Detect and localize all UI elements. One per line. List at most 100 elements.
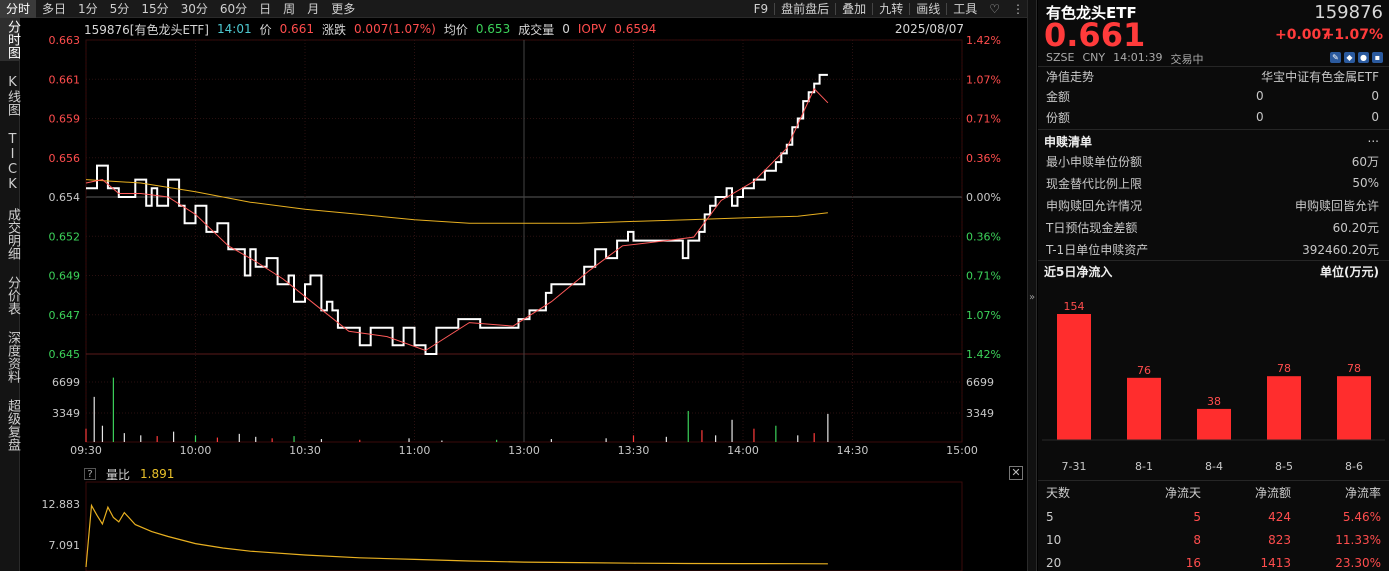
time-tick-label: 11:00 xyxy=(399,444,431,457)
permit-label: 申购赎回允许情况 xyxy=(1046,198,1143,213)
side-tab-intraday[interactable]: 分时图 xyxy=(0,18,20,61)
volume-tick-label: 6699 xyxy=(52,376,80,389)
overlay-button[interactable]: 叠加 xyxy=(842,1,867,16)
quote-time: 14:01:39 xyxy=(1113,51,1163,64)
period-toolbar: 分时 多日 1分 5分 15分 30分 60分 日 周 月 更多 F9 盘前盘后… xyxy=(0,0,1030,18)
toolbar-divider xyxy=(946,2,948,15)
nav-trend-row[interactable]: 净值走势 华宝中证有色金属ETF xyxy=(1046,65,1379,87)
draw-line-button[interactable]: 画线 xyxy=(916,1,941,16)
est-cash-label: T日预估现金差额 xyxy=(1046,220,1138,235)
heart-icon[interactable]: ♡ xyxy=(989,1,1000,16)
price-tick-label: 0.652 xyxy=(49,230,81,243)
tab-daily[interactable]: 日 xyxy=(259,1,272,16)
col-days: 天数 xyxy=(1046,486,1071,500)
price-tick-label: 0.656 xyxy=(49,152,81,165)
tab-monthly[interactable]: 月 xyxy=(307,1,320,16)
pre-post-market-button[interactable]: 盘前盘后 xyxy=(781,1,830,16)
tab-60min[interactable]: 60分 xyxy=(219,1,248,16)
side-tab-deep-info[interactable]: 深度资料 xyxy=(5,331,20,383)
more-vertical-icon[interactable]: ⋮ xyxy=(1012,1,1024,16)
toolbar-divider xyxy=(909,2,911,15)
info-time: 14:01 xyxy=(217,22,252,36)
subscription-title: 申赎清单 xyxy=(1044,135,1093,149)
min-unit-row: 最小申赎单位份额 60万 xyxy=(1046,150,1379,172)
quote-info-bar: 159876[有色龙头ETF] 14:01 价 0.661 涨跌 0.007(1… xyxy=(84,20,964,38)
toolbar-divider xyxy=(872,2,874,15)
time-tick-label: 13:00 xyxy=(508,444,540,457)
col-net-amount: 净流额 xyxy=(1254,486,1291,500)
cash-cap-row: 现金替代比例上限 50% xyxy=(1046,172,1379,194)
tab-intraday[interactable]: 分时 xyxy=(0,0,37,18)
info-icon[interactable]: ▪ xyxy=(1372,52,1383,63)
inflow-date-label: 8-1 xyxy=(1135,460,1153,473)
pct-tick-label: 0.36% xyxy=(966,152,1001,165)
tab-30min[interactable]: 30分 xyxy=(180,1,208,16)
inflow-value-label: 76 xyxy=(1137,364,1151,377)
avg-value: 0.653 xyxy=(475,22,511,36)
cash-cap-label: 现金替代比例上限 xyxy=(1046,176,1143,191)
avg-price-line xyxy=(85,179,828,224)
tab-5min[interactable]: 5分 xyxy=(109,1,130,16)
tab-more[interactable]: 更多 xyxy=(331,1,356,16)
inflow-bar xyxy=(1127,377,1161,440)
cell-net-amount: 1413 xyxy=(1260,556,1291,570)
amount-value-2: 0 xyxy=(1371,89,1379,103)
cell-net-days: 16 xyxy=(1185,556,1201,570)
cell-net-days: 5 xyxy=(1193,510,1201,524)
collapse-panel-icon[interactable]: » xyxy=(1029,292,1036,303)
avg-label: 均价 xyxy=(443,22,468,37)
intraday-chart[interactable]: 0.663 1.42% 0.661 1.07% 0.659 0.71% 0.656 0.36%… xyxy=(20,18,1027,571)
market-status-line: SZSE CNY 14:01:39 交易中 xyxy=(1046,51,1204,67)
f9-button[interactable]: F9 xyxy=(753,1,769,16)
inflow-bar xyxy=(1057,314,1091,440)
last-price: 0.661 xyxy=(1044,16,1146,54)
price-label: 价 xyxy=(259,22,272,37)
side-tab-price-table[interactable]: 分价表 xyxy=(5,276,20,315)
side-tab-super-review[interactable]: 超级复盘 xyxy=(5,399,20,451)
vr-tick-label: 7.091 xyxy=(49,539,81,552)
cash-cap-value: 50% xyxy=(1352,176,1379,190)
side-tab-kline[interactable]: K线图 xyxy=(5,75,20,116)
divider-line xyxy=(1038,480,1389,481)
tab-1min[interactable]: 1分 xyxy=(78,1,98,16)
cell-net-amount: 424 xyxy=(1268,510,1291,524)
amount-row: 金额 0 0 xyxy=(1046,85,1379,107)
edit-icon[interactable]: ✎ xyxy=(1330,52,1341,63)
volume-value: 0 xyxy=(562,22,570,36)
price-change-pct: +1.07% xyxy=(1322,27,1383,43)
tools-button[interactable]: 工具 xyxy=(953,1,978,16)
pct-tick-label: 1.42% xyxy=(966,348,1001,361)
tab-weekly[interactable]: 周 xyxy=(283,1,296,16)
price-tick-label: 0.659 xyxy=(49,113,81,126)
pct-tick-label: 1.07% xyxy=(966,73,1001,86)
share-label: 份额 xyxy=(1046,110,1071,125)
inflow-value-label: 78 xyxy=(1347,362,1361,375)
inflow-bar xyxy=(1197,408,1231,440)
inflow-value-label: 154 xyxy=(1064,300,1085,313)
price-tick-label: 0.645 xyxy=(49,348,81,361)
side-tab-tick[interactable]: TICK xyxy=(5,132,20,192)
share-icon[interactable]: ◆ xyxy=(1344,52,1355,63)
iopv-label: IOPV xyxy=(577,22,607,36)
tab-multi-day[interactable]: 多日 xyxy=(42,1,67,16)
close-icon[interactable]: ✕ xyxy=(1009,466,1023,480)
volume-tick-label: 3349 xyxy=(52,407,80,420)
volume-ratio-label: 量比 xyxy=(106,467,131,482)
view-side-tabs: 分时图 K线图 TICK 成交明细 分价表 深度资料 超级复盘 xyxy=(0,18,20,571)
settings-icon[interactable]: ● xyxy=(1358,52,1369,63)
vr-tick-label: 12.883 xyxy=(42,498,81,511)
volume-tick-label: 6699 xyxy=(966,376,994,389)
price-tick-label: 0.647 xyxy=(49,309,81,322)
price-line xyxy=(86,73,828,355)
subscription-more-button[interactable]: ... xyxy=(1367,131,1379,145)
price-tick-label: 0.654 xyxy=(49,191,81,204)
price-value: 0.661 xyxy=(279,22,314,36)
side-tab-trade-detail[interactable]: 成交明细 xyxy=(5,208,20,260)
help-icon[interactable]: ? xyxy=(84,468,96,480)
tab-15min[interactable]: 15分 xyxy=(141,1,169,16)
quote-panel: 有色龙头ETF 159876 0.661 +0.007 +1.07% SZSE … xyxy=(1038,0,1389,571)
divider-line xyxy=(1038,129,1389,130)
inflow-bar xyxy=(1337,376,1371,440)
info-date: 2025/08/07 xyxy=(894,22,964,36)
nine-turn-button[interactable]: 九转 xyxy=(879,1,904,16)
